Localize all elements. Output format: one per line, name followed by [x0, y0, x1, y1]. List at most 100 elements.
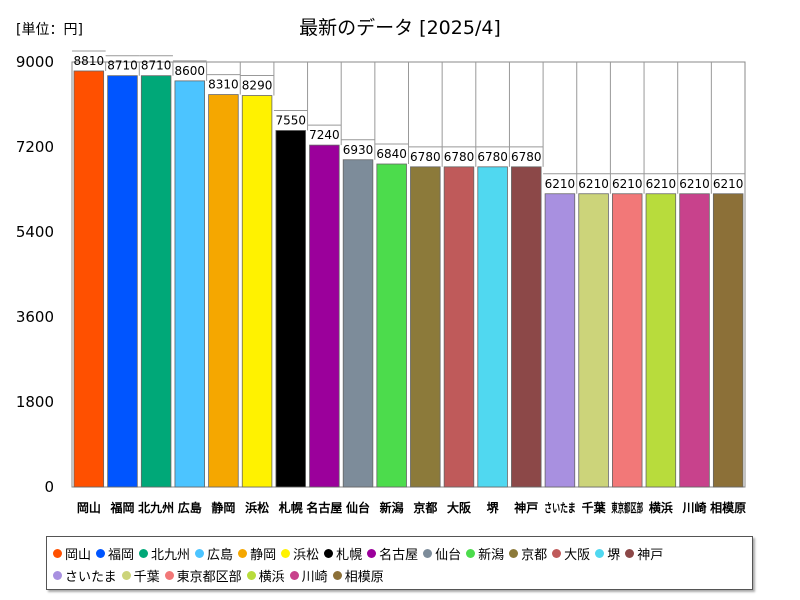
unit-label: [単位：円] [16, 22, 83, 38]
value-label: 7240 [309, 128, 340, 142]
y-axis: 0 1800 3600 5400 7200 9000 [16, 53, 54, 496]
legend-label: 神戸 [637, 547, 664, 563]
bar [712, 193, 744, 488]
x-tick-label: 大阪 [447, 500, 472, 515]
legend-swatch [324, 548, 334, 558]
legend-label: さいたま [65, 569, 117, 585]
legend-label: 札幌 [336, 547, 363, 563]
x-tick-label: 仙台 [346, 500, 370, 515]
legend-label: 新潟 [478, 547, 505, 563]
bar [612, 193, 643, 488]
legend-label: 千葉 [133, 569, 160, 585]
x-tick-label: 神戸 [514, 500, 538, 515]
legend-swatch [96, 548, 106, 558]
legend-item: 千葉 [121, 566, 160, 585]
x-tick-label: 新潟 [380, 500, 404, 515]
legend-item: 大阪 [552, 544, 590, 563]
y-tick-label: 3600 [16, 308, 54, 326]
legend-swatch [53, 570, 62, 580]
legend-swatch [332, 570, 342, 580]
y-tick-label: 0 [44, 478, 54, 496]
bar [578, 193, 609, 488]
legend-swatch [164, 570, 174, 580]
x-tick-label: 浜松 [245, 500, 269, 515]
legend-swatch [238, 548, 248, 558]
legend-label: 堺 [607, 547, 621, 563]
x-tick-label: 静岡 [211, 500, 235, 515]
legend-label: 川崎 [301, 569, 328, 585]
x-tick-label: 岡山 [77, 500, 101, 515]
bars [73, 70, 744, 488]
legend-label: 仙台 [435, 547, 462, 563]
step-outline [72, 50, 745, 194]
x-tick-label: 広島 [178, 500, 202, 515]
legend-label: 広島 [207, 547, 234, 563]
legend-swatch [289, 570, 299, 580]
bar [309, 144, 340, 488]
legend-label: 北九州 [151, 547, 191, 563]
legend-swatch [139, 548, 149, 558]
x-tick-label: 京都 [413, 500, 437, 515]
legend-swatch [423, 548, 433, 558]
legend-swatch [552, 548, 562, 558]
legend-swatch [367, 548, 377, 558]
legend-swatch [195, 548, 205, 558]
legend-item: 福岡 [96, 544, 134, 563]
legend-item: 東京都区部 [164, 566, 242, 585]
legend-label: 岡山 [65, 547, 92, 563]
bar [275, 130, 306, 488]
legend-item: さいたま [53, 566, 117, 585]
x-tick-label: さいたま [544, 501, 576, 515]
legend-label: 名古屋 [379, 547, 419, 563]
legend-item: 札幌 [324, 544, 362, 563]
value-label: 6780 [444, 150, 475, 164]
bar [679, 193, 710, 488]
plot-area [71, 50, 746, 488]
value-label: 6780 [511, 150, 542, 164]
value-label: 6780 [410, 150, 441, 164]
value-label: 8600 [175, 64, 206, 78]
bar [107, 75, 138, 488]
x-tick-label: 川崎 [682, 500, 707, 515]
legend-item: 広島 [195, 544, 233, 563]
x-tick-label: 名古屋 [306, 500, 342, 515]
legend-item: 神戸 [625, 544, 663, 563]
bar [477, 166, 508, 488]
legend-swatch [246, 570, 256, 580]
legend-swatch [625, 548, 635, 558]
y-tick-label: 7200 [16, 138, 54, 156]
value-label: 6210 [679, 177, 710, 191]
legend-label: 相模原 [344, 569, 384, 585]
bar [342, 159, 374, 488]
legend-swatch [509, 548, 519, 558]
legend-swatch [53, 548, 62, 558]
x-tick-label: 千葉 [582, 500, 607, 515]
bar [174, 80, 205, 488]
legend-label: 東京都区部 [176, 569, 242, 585]
chart-title: 最新のデータ [2025/4] [299, 17, 501, 39]
legend-label: 大阪 [564, 547, 591, 563]
bar [645, 193, 677, 488]
value-label: 6210 [578, 177, 609, 191]
bar [208, 94, 239, 488]
value-label: 6840 [376, 147, 407, 161]
legend-label: 横浜 [258, 569, 285, 585]
x-tick-label: 札幌 [278, 500, 303, 515]
legend-item: 相模原 [332, 566, 384, 585]
bar [73, 70, 105, 488]
legend-row: 岡山 福岡 北九州 広島 静岡 浜松 札幌 名古屋 仙台 新潟 京都 大阪堺神戸 [53, 542, 746, 564]
y-tick-label: 9000 [16, 53, 54, 71]
legend-item: 新潟 [466, 544, 504, 563]
legend-item: 仙台 [423, 544, 461, 563]
x-labels: 岡山 福岡 北九州 広島 静岡 浜松 札幌 名古屋 仙台 新潟 京都 大阪堺神戸 さいたま 千葉 東京都区部… [77, 500, 746, 515]
legend-swatch [595, 548, 605, 558]
value-label: 8810 [74, 54, 105, 68]
value-label: 6930 [343, 143, 374, 157]
legend-item: 静岡 [238, 544, 276, 563]
value-label: 8710 [141, 59, 172, 73]
x-tick-label: 福岡 [109, 500, 134, 515]
legend-swatch [281, 548, 291, 558]
x-tick-label: 東京都区部 [611, 500, 643, 515]
x-tick-label: 横浜 [649, 500, 673, 515]
